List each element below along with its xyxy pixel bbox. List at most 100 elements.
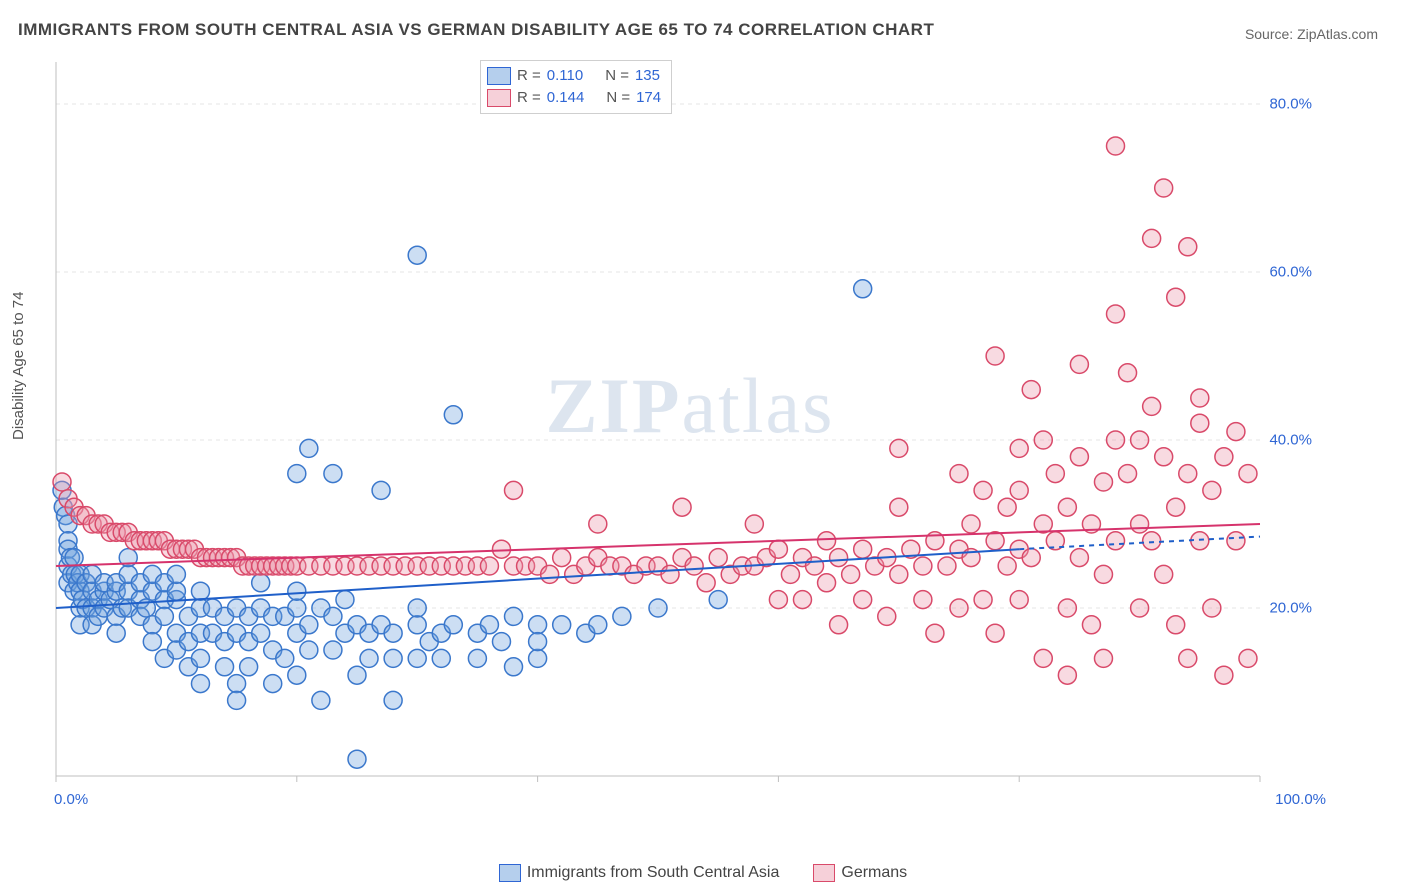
series-legend: Immigrants from South Central AsiaGerman… [0,864,1406,882]
data-point [950,465,968,483]
data-point [107,624,125,642]
data-point [1119,465,1137,483]
data-point [1070,549,1088,567]
data-point [589,616,607,634]
y-tick-label: 60.0% [1269,264,1312,281]
legend-item: Germans [813,864,907,882]
data-point [661,565,679,583]
data-point [228,675,246,693]
data-point [974,591,992,609]
data-point [541,565,559,583]
data-point [1022,549,1040,567]
data-point [384,624,402,642]
y-tick-label: 20.0% [1269,600,1312,617]
data-point [288,465,306,483]
data-point [890,565,908,583]
data-point [1094,473,1112,491]
data-point [986,532,1004,550]
data-point [1131,431,1149,449]
n-label: N = [605,65,629,87]
data-point [806,557,824,575]
x-min-label: 0.0% [54,791,88,808]
data-point [1191,389,1209,407]
data-point [1239,649,1257,667]
legend-row: R = 0.110N = 135 [487,65,661,87]
data-point [1010,439,1028,457]
data-point [950,599,968,617]
data-point [1058,498,1076,516]
data-point [1215,448,1233,466]
data-point [312,691,330,709]
data-point [1010,591,1028,609]
data-point [288,666,306,684]
data-point [1107,305,1125,323]
y-tick-label: 40.0% [1269,432,1312,449]
scatter-plot: R = 0.110N = 135R = 0.144N = 174 ZIPatla… [50,56,1330,816]
data-point [191,675,209,693]
data-point [1227,532,1245,550]
data-point [191,649,209,667]
x-max-label: 100.0% [1275,791,1326,808]
data-point [1215,666,1233,684]
data-point [288,599,306,617]
r-value: 0.144 [547,87,585,109]
data-point [1179,649,1197,667]
data-point [1143,229,1161,247]
data-point [1082,616,1100,634]
data-point [1010,481,1028,499]
data-point [745,515,763,533]
data-point [1131,515,1149,533]
data-point [818,532,836,550]
legend-swatch [487,67,511,85]
data-point [1239,465,1257,483]
data-point [324,465,342,483]
correlation-legend: R = 0.110N = 135R = 0.144N = 174 [480,60,672,114]
data-point [830,616,848,634]
data-point [529,633,547,651]
legend-label: Germans [841,864,907,881]
data-point [1167,498,1185,516]
data-point [1155,179,1173,197]
data-point [998,498,1016,516]
data-point [613,607,631,625]
data-point [998,557,1016,575]
data-point [155,607,173,625]
data-point [986,347,1004,365]
data-point [240,658,258,676]
data-point [1107,137,1125,155]
data-point [529,616,547,634]
data-point [324,607,342,625]
data-point [360,649,378,667]
data-point [468,649,486,667]
data-point [553,549,571,567]
data-point [1203,599,1221,617]
data-point [492,540,510,558]
data-point [408,649,426,667]
data-point [348,750,366,768]
data-point [505,481,523,499]
data-point [673,498,691,516]
data-point [300,616,318,634]
data-point [1022,381,1040,399]
data-point [926,624,944,642]
data-point [1155,565,1173,583]
data-point [1191,414,1209,432]
data-point [252,574,270,592]
data-point [1107,431,1125,449]
data-point [444,406,462,424]
data-point [408,246,426,264]
data-point [854,280,872,298]
data-point [1034,515,1052,533]
plot-svg [50,56,1330,816]
data-point [914,591,932,609]
data-point [553,616,571,634]
y-axis-label: Disability Age 65 to 74 [10,292,27,440]
data-point [1034,649,1052,667]
data-point [1179,465,1197,483]
data-point [288,582,306,600]
legend-swatch [499,864,521,882]
data-point [589,515,607,533]
data-point [1155,448,1173,466]
data-point [769,540,787,558]
r-label: R = [517,65,541,87]
